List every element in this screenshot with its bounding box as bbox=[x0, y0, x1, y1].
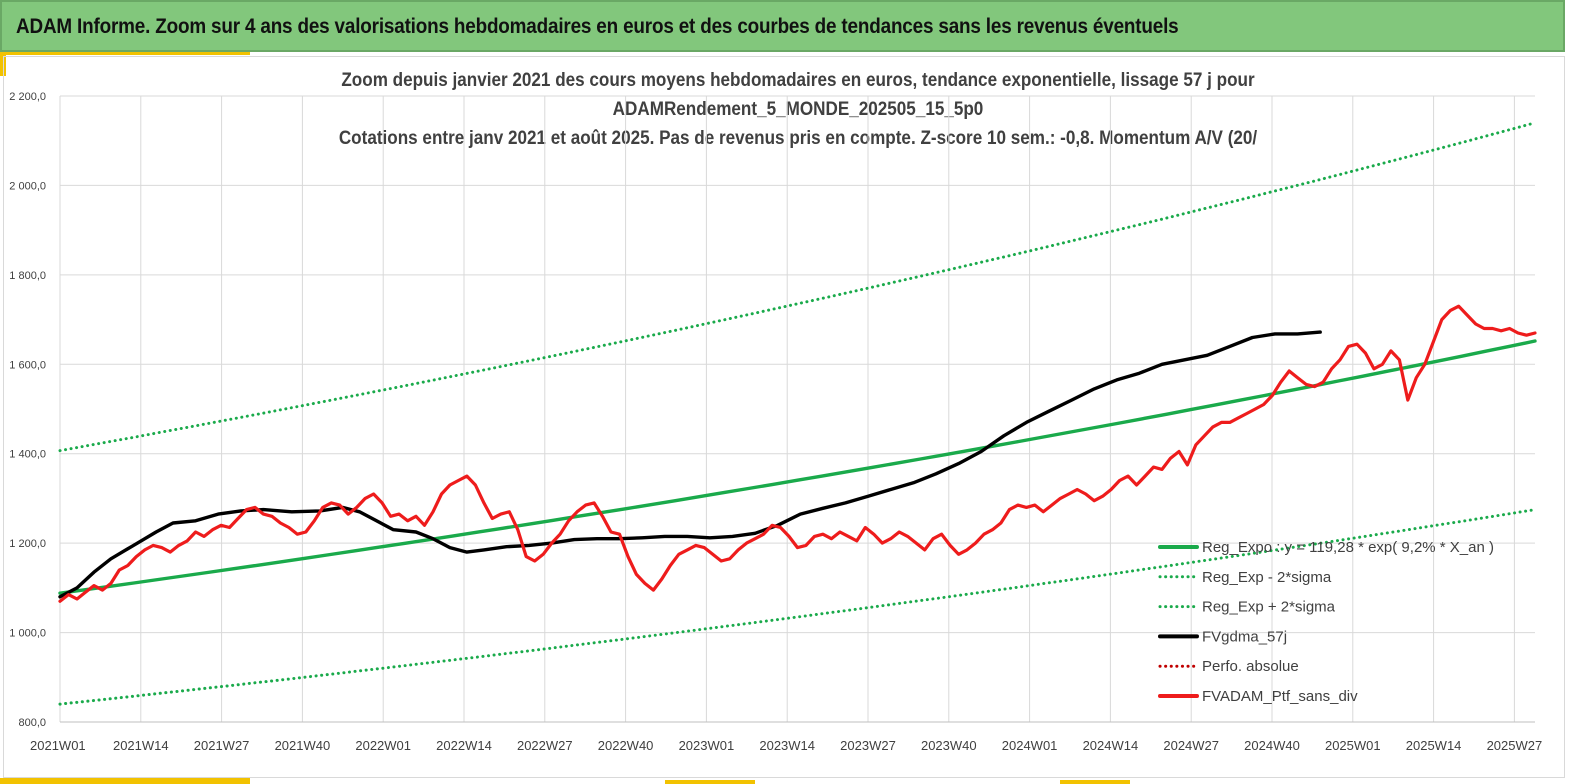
grid-lines bbox=[59, 95, 1535, 723]
legend-label: Reg_Expo : y = 119,28 * exp( 9,2% * X_an… bbox=[1202, 539, 1494, 556]
y-tick-label: 2 000,0 bbox=[9, 180, 46, 192]
legend-label: FVgdma_57j bbox=[1202, 628, 1287, 645]
x-tick-label: 2023W01 bbox=[679, 738, 735, 753]
legend-label: Reg_Exp - 2*sigma bbox=[1202, 569, 1332, 586]
legend-label: Reg_Exp + 2*sigma bbox=[1202, 599, 1336, 616]
x-tick-label: 2021W27 bbox=[194, 738, 250, 753]
chart-title-line-3: Cotations entre janv 2021 et août 2025. … bbox=[338, 128, 1258, 149]
y-tick-label: 1 600,0 bbox=[9, 359, 46, 371]
chart-title: Zoom depuis janvier 2021 des cours moyen… bbox=[60, 66, 1536, 153]
chart-frame bbox=[3, 56, 1565, 778]
trend-line bbox=[58, 339, 1537, 595]
x-tick-label: 2023W14 bbox=[759, 738, 815, 753]
x-tick-label: 2023W27 bbox=[840, 738, 896, 753]
accent-bar-top bbox=[0, 52, 250, 55]
plot-area bbox=[58, 121, 1537, 706]
trend-lower-band bbox=[58, 508, 1537, 706]
page-title: ADAM Informe. Zoom sur 4 ans des valoris… bbox=[16, 15, 1179, 38]
legend-label: FVADAM_Ptf_sans_div bbox=[1202, 688, 1358, 705]
x-tick-label: 2022W14 bbox=[436, 738, 492, 753]
accent-bar-bottom bbox=[0, 778, 250, 784]
y-axis-ticks: 800,0 1 000,0 1 200,0 1 400,0 1 600,0 1 800,0… bbox=[9, 91, 46, 729]
x-tick-label: 2023W40 bbox=[921, 738, 977, 753]
x-tick-label: 2022W27 bbox=[517, 738, 573, 753]
x-tick-label: 2024W27 bbox=[1163, 738, 1219, 753]
y-tick-label: 2 200,0 bbox=[9, 91, 46, 103]
x-tick-label: 2025W14 bbox=[1406, 738, 1462, 753]
header-banner: ADAM Informe. Zoom sur 4 ans des valoris… bbox=[0, 0, 1565, 52]
x-axis-ticks: 2021W01 2021W14 2021W27 2021W40 2022W01 2022W… bbox=[30, 738, 1542, 753]
legend: Reg_Expo : y = 119,28 * exp( 9,2% * X_an… bbox=[1158, 539, 1494, 705]
x-tick-label: 2022W01 bbox=[355, 738, 411, 753]
x-tick-label: 2021W14 bbox=[113, 738, 169, 753]
x-tick-label: 2024W40 bbox=[1244, 738, 1300, 753]
x-tick-label: 2024W14 bbox=[1083, 738, 1139, 753]
x-tick-label: 2025W27 bbox=[1487, 738, 1543, 753]
trend-upper-band bbox=[58, 121, 1537, 453]
portfolio-value-line bbox=[58, 304, 1537, 603]
x-tick-label: 2025W01 bbox=[1325, 738, 1381, 753]
chart-title-line-2: ADAMRendement_5_MONDE_202505_15_5p0 bbox=[612, 99, 984, 120]
x-tick-label: 2021W40 bbox=[275, 738, 331, 753]
x-tick-label: 2022W40 bbox=[598, 738, 654, 753]
moving-average-line bbox=[58, 330, 1322, 599]
y-tick-label: 1 200,0 bbox=[9, 538, 46, 550]
x-tick-label: 2024W01 bbox=[1002, 738, 1058, 753]
legend-label: Perfo. absolue bbox=[1202, 658, 1299, 675]
accent-bar-bottom-2 bbox=[665, 780, 755, 784]
y-tick-label: 800,0 bbox=[18, 717, 46, 729]
accent-bar-bottom-3 bbox=[1060, 780, 1130, 784]
y-tick-label: 1 400,0 bbox=[9, 449, 46, 461]
chart-title-line-1: Zoom depuis janvier 2021 des cours moyen… bbox=[341, 70, 1255, 91]
y-tick-label: 1 000,0 bbox=[9, 628, 46, 640]
x-tick-label: 2021W01 bbox=[30, 738, 86, 753]
y-tick-label: 1 800,0 bbox=[9, 270, 46, 282]
